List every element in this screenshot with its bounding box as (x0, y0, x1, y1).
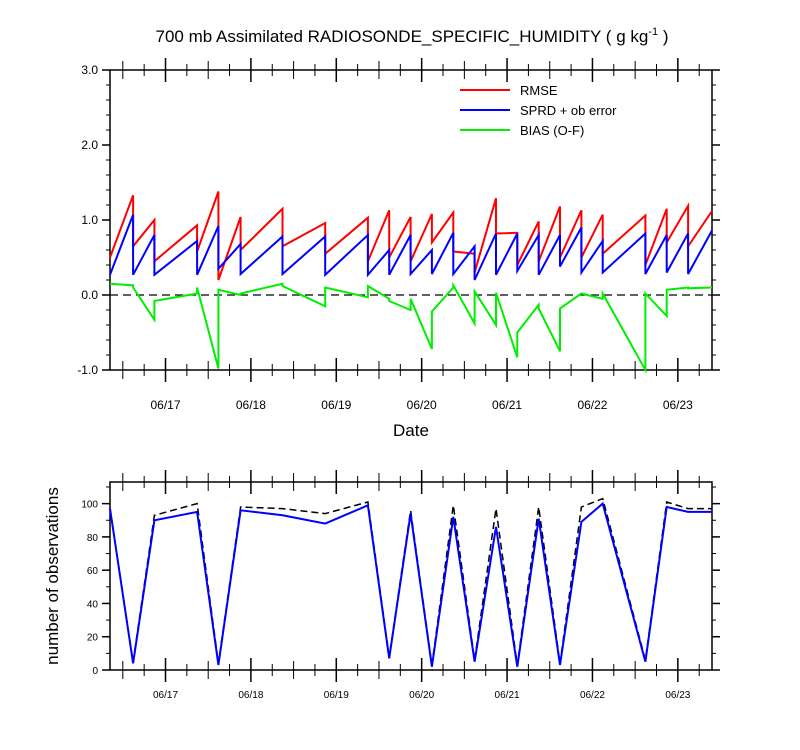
legend-label: SPRD + ob error (520, 103, 617, 118)
x-tick-label: 06/18 (236, 398, 266, 412)
x-tick-label: 06/23 (663, 398, 693, 412)
x-tick-label: 06/19 (324, 690, 349, 701)
x-tick-label: 06/21 (495, 690, 520, 701)
y-tick-label: 60 (87, 566, 99, 577)
x-tick-label: 06/17 (153, 690, 178, 701)
y-tick-label: 2.0 (81, 138, 98, 152)
y-tick-label: 1.0 (81, 213, 98, 227)
y-tick-label: -1.0 (77, 363, 98, 377)
y-tick-label: 40 (87, 599, 99, 610)
x-tick-label: 06/22 (577, 398, 607, 412)
x-tick-label: 06/17 (150, 398, 180, 412)
x-tick-label: 06/23 (665, 690, 690, 701)
y-tick-label: 0.0 (81, 288, 98, 302)
x-tick-label: 06/21 (492, 398, 522, 412)
chart-title-suffix: ) (658, 27, 668, 46)
plot-frame (109, 481, 713, 671)
bottom-chart-panel: 06/17 06/18 06/19 06/20 06/21 06/22 06/23 0 20 40… (43, 470, 720, 701)
legend-label: RMSE (520, 83, 558, 98)
legend-label: BIAS (O-F) (520, 123, 584, 138)
y-axis-title: number of observations (43, 487, 62, 665)
chart-title-superscript: -1 (648, 26, 658, 38)
x-axis-title: Date (393, 421, 429, 440)
x-tick-label: 06/18 (238, 690, 263, 701)
chart-title-main: 700 mb Assimilated RADIOSONDE_SPECIFIC_H… (156, 27, 649, 46)
y-tick-label: 0 (92, 666, 98, 677)
x-tick-label: 06/20 (407, 398, 437, 412)
y-tick-label: 20 (87, 633, 99, 644)
x-tick-label: 06/20 (409, 690, 434, 701)
series-line-sprd-ob-error (109, 214, 713, 281)
top-chart-panel: 06/17 06/18 06/19 06/20 06/21 06/22 06/23 -1.0 0… (77, 58, 720, 440)
series-line-used (109, 501, 712, 667)
y-tick-label: 3.0 (81, 63, 98, 77)
y-tick-label: 80 (87, 533, 99, 544)
y-tick-label: 100 (81, 500, 98, 511)
x-tick-label: 06/22 (580, 690, 605, 701)
series-line-bias-o-f- (109, 281, 713, 374)
x-tick-label: 06/19 (321, 398, 351, 412)
chart-title: 700 mb Assimilated RADIOSONDE_SPECIFIC_H… (156, 26, 669, 46)
